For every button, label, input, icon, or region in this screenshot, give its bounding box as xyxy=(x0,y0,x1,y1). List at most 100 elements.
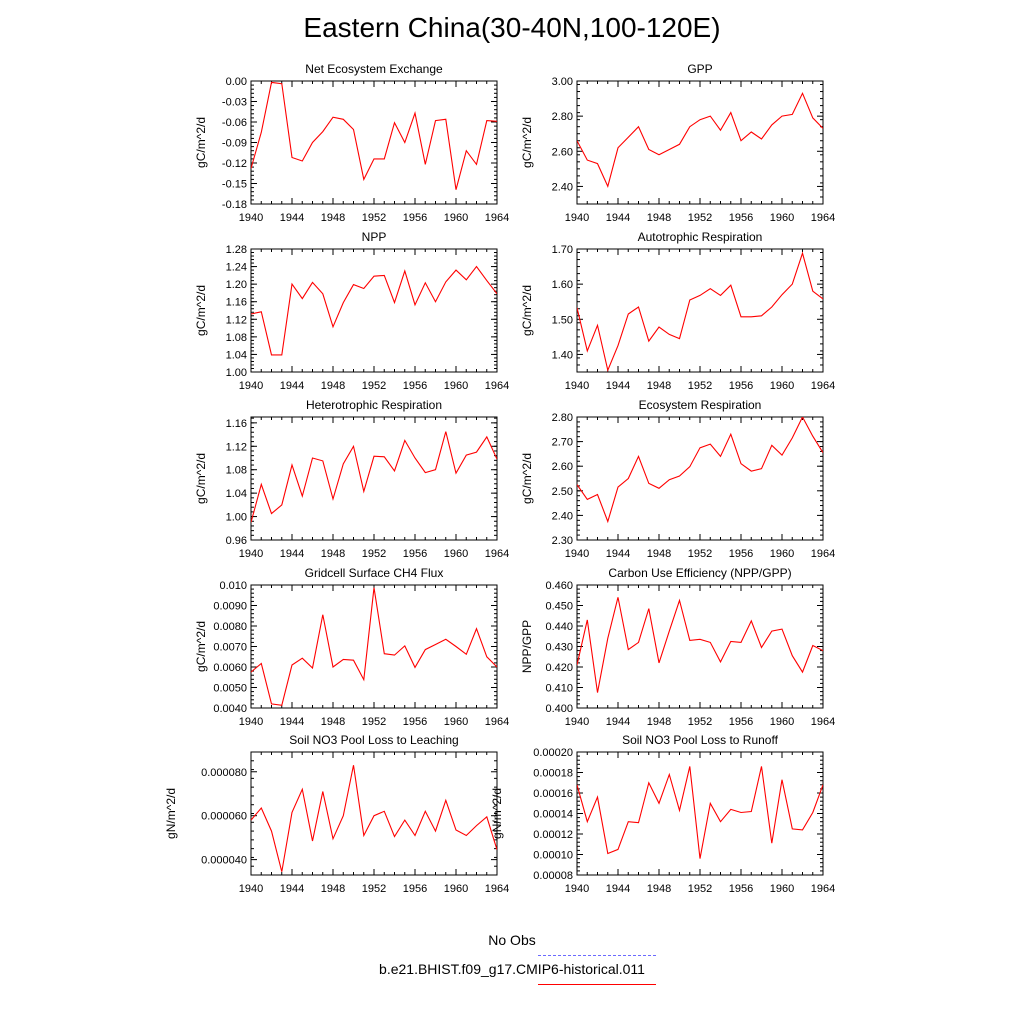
x-tick-label: 1960 xyxy=(770,212,794,224)
x-tick-label: 1960 xyxy=(444,212,468,224)
plot-frame xyxy=(250,80,498,205)
panel-6: Ecosystem Respiration gC/m^2/d 1940 1944 194… xyxy=(520,398,835,560)
panel-5: Heterotrophic Respiration gC/m^2/d 1940 194… xyxy=(194,398,509,560)
y-tick-label: 0.00 xyxy=(226,76,247,88)
x-tick-label: 1960 xyxy=(444,548,468,560)
y-tick-label: 0.00016 xyxy=(533,788,573,800)
x-tick-label: 1960 xyxy=(444,883,468,895)
y-axis-label: gC/m^2/d xyxy=(520,453,534,504)
x-tick-label: 1944 xyxy=(280,380,304,392)
series-line xyxy=(577,766,823,859)
y-tick-label: 0.410 xyxy=(545,683,573,695)
y-tick-label: 1.12 xyxy=(226,441,247,453)
x-tick-label: 1944 xyxy=(280,716,304,728)
panel-7: Gridcell Surface CH4 Flux gC/m^2/d 1940 194… xyxy=(194,566,509,728)
y-tick-label: 0.00008 xyxy=(533,870,573,882)
y-axis-label: gN/m^2/d xyxy=(490,788,504,839)
y-tick-label: 0.420 xyxy=(545,662,573,674)
x-tick-label: 1964 xyxy=(485,716,509,728)
panel-title: Carbon Use Efficiency (NPP/GPP) xyxy=(608,566,791,580)
figure-title: Eastern China(30-40N,100-120E) xyxy=(303,12,721,43)
x-tick-label: 1964 xyxy=(811,883,835,895)
x-tick-label: 1948 xyxy=(321,883,345,895)
series-line xyxy=(577,417,823,524)
legend-model-line xyxy=(538,984,656,985)
x-tick-label: 1952 xyxy=(688,548,712,560)
legend-obs-line xyxy=(538,955,656,956)
y-tick-label: 1.04 xyxy=(226,488,247,500)
y-axis-label: gC/m^2/d xyxy=(194,621,208,672)
x-tick-label: 1952 xyxy=(362,212,386,224)
y-tick-label: 0.0070 xyxy=(213,642,247,654)
y-tick-label: 1.12 xyxy=(226,314,247,326)
x-tick-label: 1944 xyxy=(280,883,304,895)
y-axis-label: gC/m^2/d xyxy=(194,453,208,504)
panel-title: Autotrophic Respiration xyxy=(638,230,763,244)
y-tick-label: 0.010 xyxy=(219,580,247,592)
plot-frame xyxy=(250,416,498,541)
plot-frame xyxy=(250,751,498,876)
y-tick-label: 1.16 xyxy=(226,297,247,309)
x-tick-label: 1960 xyxy=(770,380,794,392)
panel-4: Autotrophic Respiration gC/m^2/d 1940 1944 1… xyxy=(520,230,835,392)
panel-title: Heterotrophic Respiration xyxy=(306,398,442,412)
y-tick-label: 2.30 xyxy=(552,535,573,547)
y-axis-label: gC/m^2/d xyxy=(520,285,534,336)
x-tick-label: 1940 xyxy=(565,883,589,895)
panel-title: GPP xyxy=(687,62,712,76)
x-tick-label: 1964 xyxy=(811,716,835,728)
x-tick-label: 1948 xyxy=(647,716,671,728)
x-tick-label: 1956 xyxy=(729,212,753,224)
plot-frame xyxy=(576,584,824,709)
panel-title: NPP xyxy=(362,230,387,244)
y-tick-label: 2.50 xyxy=(552,486,573,498)
y-tick-label: 1.70 xyxy=(552,244,573,256)
y-tick-label: 0.0040 xyxy=(213,703,247,715)
legend-model-label: b.e21.BHIST.f09_g17.CMIP6-historical.011 xyxy=(379,961,645,977)
plot-frame xyxy=(576,248,824,373)
y-tick-label: 0.400 xyxy=(545,703,573,715)
x-tick-label: 1944 xyxy=(606,212,630,224)
series-line xyxy=(577,251,823,372)
y-tick-label: 0.000080 xyxy=(201,767,247,779)
x-tick-label: 1948 xyxy=(647,883,671,895)
y-tick-label: -0.03 xyxy=(222,97,247,109)
x-tick-label: 1960 xyxy=(444,716,468,728)
y-axis-label: NPP/GPP xyxy=(520,620,534,673)
y-tick-label: 1.08 xyxy=(226,465,247,477)
y-tick-label: 0.96 xyxy=(226,535,247,547)
x-tick-label: 1956 xyxy=(403,380,427,392)
x-tick-label: 1964 xyxy=(485,548,509,560)
y-tick-label: 3.00 xyxy=(552,76,573,88)
x-tick-label: 1948 xyxy=(321,716,345,728)
series-line xyxy=(577,91,823,189)
x-tick-label: 1960 xyxy=(770,883,794,895)
x-tick-label: 1952 xyxy=(688,716,712,728)
x-tick-label: 1940 xyxy=(565,716,589,728)
legend-obs-label: No Obs xyxy=(488,932,536,948)
y-tick-label: 0.00010 xyxy=(533,850,573,862)
x-tick-label: 1940 xyxy=(239,883,263,895)
y-tick-label: 2.80 xyxy=(552,412,573,424)
y-tick-label: 1.60 xyxy=(552,279,573,291)
x-tick-label: 1964 xyxy=(485,883,509,895)
y-tick-label: 0.460 xyxy=(545,580,573,592)
series-line xyxy=(251,265,497,356)
x-tick-label: 1948 xyxy=(321,548,345,560)
x-tick-label: 1952 xyxy=(688,212,712,224)
y-tick-label: 0.000040 xyxy=(201,855,247,867)
panel-3: NPP gC/m^2/d 1940 1944 1948 1952 1956 1960 1964 1… xyxy=(194,230,509,392)
y-tick-label: 0.440 xyxy=(545,621,573,633)
y-tick-label: 2.40 xyxy=(552,510,573,522)
x-tick-label: 1960 xyxy=(770,548,794,560)
x-tick-label: 1948 xyxy=(321,380,345,392)
x-tick-label: 1964 xyxy=(485,380,509,392)
plot-frame xyxy=(576,80,824,205)
y-tick-label: 0.0050 xyxy=(213,683,247,695)
y-tick-label: -0.06 xyxy=(222,117,247,129)
x-tick-label: 1956 xyxy=(403,716,427,728)
y-tick-label: 2.40 xyxy=(552,181,573,193)
y-tick-label: 1.16 xyxy=(226,418,247,430)
x-tick-label: 1952 xyxy=(362,548,386,560)
